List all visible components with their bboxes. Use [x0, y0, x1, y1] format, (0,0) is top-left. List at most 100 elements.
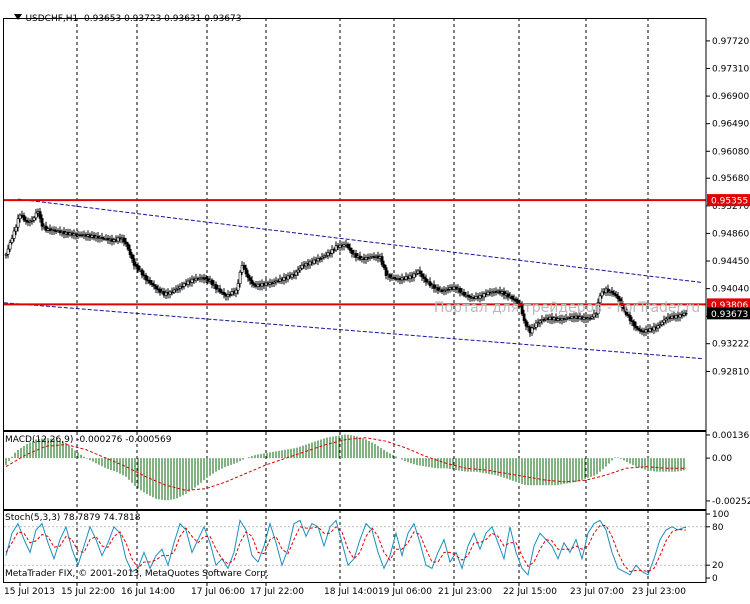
candle-body [214, 284, 218, 290]
candle-body [272, 281, 276, 284]
candle-body [594, 313, 598, 316]
candle-body [176, 287, 180, 290]
candle-body [122, 237, 126, 243]
candle-body [526, 325, 530, 328]
candle-body [240, 265, 244, 273]
candle-body [638, 329, 642, 332]
candle-body [318, 258, 322, 260]
dropdown-triangle-icon[interactable] [14, 14, 23, 20]
candle-body [190, 278, 194, 283]
candle-body [116, 237, 120, 242]
candle-body [436, 287, 440, 291]
candle-body [346, 243, 350, 249]
candle-body [384, 267, 388, 276]
candle-body [128, 248, 132, 255]
candle-body [182, 283, 186, 287]
candle-body [618, 298, 622, 302]
price-tag-label: 0.95355 [711, 197, 748, 207]
symbol-title: USDCHF,H1 [25, 14, 79, 24]
candle-body [238, 271, 242, 284]
stoch-signal-line [5, 525, 686, 573]
candle-body [14, 226, 18, 232]
candle-body [530, 327, 534, 334]
candle-body [152, 284, 156, 287]
x-tick-label: 19 Jul 06:00 [378, 587, 432, 597]
candle-body [598, 295, 602, 303]
candle-body [252, 283, 256, 286]
candle-body [18, 214, 22, 220]
candle-body [34, 212, 38, 219]
candle-body [534, 322, 538, 328]
y-tick-label: 0.94450 [712, 257, 749, 267]
candle-body [418, 270, 422, 275]
candle-body [38, 211, 42, 219]
x-tick-label: 17 Jul 06:00 [191, 587, 245, 597]
candle-body [326, 252, 330, 256]
candle-body [148, 280, 152, 284]
candle-body [454, 286, 458, 290]
x-tick-label: 17 Jul 22:00 [250, 587, 304, 597]
y-tick-label: 0.96080 [712, 147, 749, 157]
candle-body [296, 269, 300, 273]
candle-body [600, 291, 604, 297]
x-tick-label: 15 Jul 22:00 [61, 587, 115, 597]
macd-y-label: 0.001366 [712, 431, 750, 441]
x-tick-label: 22 Jul 15:00 [503, 587, 557, 597]
candle-body [186, 280, 190, 285]
ohlc-readout: 0.93653 0.93723 0.93631 0.93673 [84, 14, 242, 24]
y-tick-label: 0.95270 [712, 202, 749, 212]
stoch-y-label: 100 [712, 510, 729, 520]
candle-body [202, 277, 206, 280]
candle-body [22, 215, 26, 221]
candle-body [442, 290, 446, 292]
y-tick-label: 0.96900 [712, 92, 749, 102]
candle-body [664, 318, 668, 321]
y-tick-label: 0.95680 [712, 174, 749, 184]
candle-body [218, 288, 222, 293]
candle-body [468, 296, 472, 298]
candle-body [244, 267, 248, 275]
candle-body [446, 288, 450, 291]
y-tick-label: 0.96490 [712, 120, 749, 130]
candle-body [392, 277, 396, 279]
candle-body [246, 273, 250, 278]
candle-body [462, 291, 466, 296]
candle-body [588, 317, 592, 320]
candle-body [482, 293, 486, 298]
x-tick-label: 23 Jul 07:00 [570, 587, 624, 597]
candle-body [228, 294, 232, 296]
candle-body [506, 293, 510, 298]
candle-body [24, 219, 28, 222]
candle-body [236, 283, 240, 291]
candle-body [40, 218, 44, 227]
current-price-tag [707, 307, 750, 320]
candle-body [320, 256, 324, 259]
candle-body [242, 265, 246, 269]
main-panel-frame [3, 18, 707, 431]
y-tick-label: 0.93222 [712, 340, 749, 350]
candle-body [564, 318, 568, 320]
candle-body [636, 327, 640, 330]
x-tick-label: 23 Jul 23:00 [632, 587, 686, 597]
candle-body [388, 274, 392, 278]
candle-body [294, 271, 298, 276]
candle-body [8, 242, 12, 250]
candle-body [12, 230, 16, 239]
macd-title: MACD(12,26,9) -0.000276 -0.000569 [5, 435, 172, 445]
candle-body [10, 238, 14, 243]
candle-body [354, 253, 358, 258]
candle-body [248, 277, 252, 281]
candle-body [538, 320, 542, 324]
price-tag [707, 194, 750, 207]
x-tick-label: 18 Jul 14:00 [324, 587, 378, 597]
current-price-label: 0.93673 [711, 310, 748, 320]
candle-body [536, 322, 540, 325]
candle-body [44, 225, 48, 231]
candle-body [32, 217, 36, 221]
candle-body [514, 298, 518, 302]
candle-body [154, 285, 158, 290]
candle-body [622, 306, 626, 310]
candle-body [290, 274, 294, 278]
candle-body [330, 249, 334, 254]
